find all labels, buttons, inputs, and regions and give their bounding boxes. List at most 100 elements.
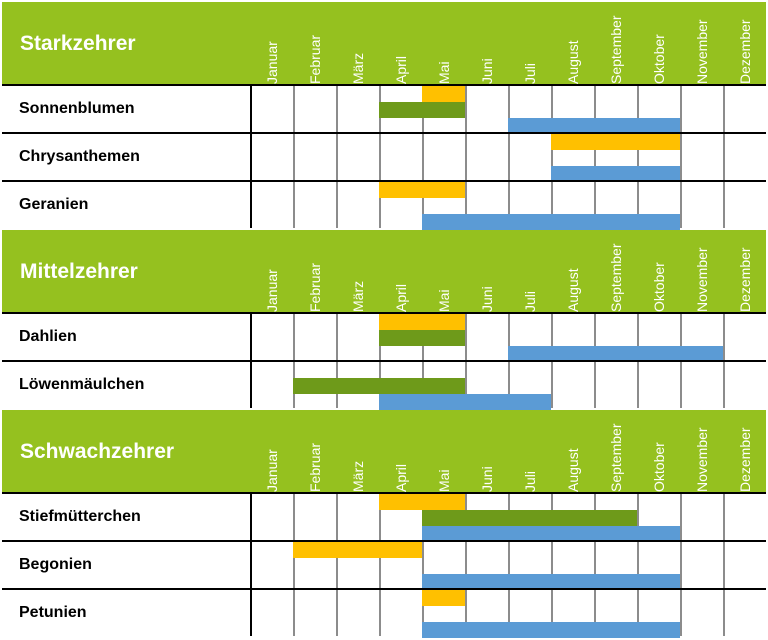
month-cell [637, 314, 680, 362]
orange-bar [594, 134, 637, 150]
month-cell [680, 86, 723, 132]
green-bar [422, 510, 465, 526]
month-cell [594, 542, 637, 590]
group-title: Schwachzehrer [20, 440, 175, 463]
month-cell [551, 590, 594, 638]
month-label: April [379, 228, 422, 312]
month-cell [594, 182, 637, 230]
green-bar [594, 510, 637, 526]
month-cell [680, 542, 723, 588]
month-cell [465, 134, 508, 180]
blue-bar [637, 214, 680, 230]
month-label: Dezember [723, 0, 766, 84]
month-label-text: Oktober [650, 262, 667, 312]
month-label: März [336, 228, 379, 312]
blue-bar [508, 346, 551, 362]
plant-name: Petunien [19, 604, 87, 621]
month-cell [379, 134, 422, 180]
month-cell [422, 314, 465, 360]
month-label-text: April [392, 55, 409, 84]
month-cell [723, 314, 768, 360]
blue-bar [637, 166, 680, 182]
month-label-text: Februar [306, 34, 323, 84]
month-label: Mai [422, 0, 465, 84]
month-cell [508, 86, 551, 134]
month-label: September [594, 408, 637, 492]
blue-bar [508, 394, 551, 410]
month-cell [594, 494, 637, 542]
plant-name: Chrysanthemen [19, 148, 140, 165]
month-cell [379, 86, 422, 132]
month-cell [336, 542, 379, 588]
month-cell [293, 590, 336, 636]
month-cell [250, 134, 293, 180]
month-cell [336, 86, 379, 132]
blue-bar [551, 574, 594, 590]
plant-name: Geranien [19, 196, 89, 213]
orange-bar [379, 494, 422, 510]
month-cell [680, 182, 723, 228]
month-label-text: August [564, 268, 581, 312]
month-cell [379, 590, 422, 636]
month-cell [594, 362, 637, 408]
green-bar [551, 510, 594, 526]
month-label: Februar [293, 228, 336, 312]
orange-bar [637, 134, 680, 150]
month-cell [422, 182, 465, 230]
month-label-text: März [349, 280, 366, 312]
month-cell [422, 494, 465, 542]
month-label: Dezember [723, 408, 766, 492]
month-label: April [379, 408, 422, 492]
blue-bar [508, 214, 551, 230]
month-cell [637, 542, 680, 590]
month-cell [465, 314, 508, 360]
blue-bar [680, 346, 723, 362]
month-label: Juli [508, 408, 551, 492]
month-label-text: Juni [478, 286, 495, 312]
month-cell [508, 314, 551, 362]
month-cell [422, 134, 465, 180]
month-label: September [594, 228, 637, 312]
month-cell [594, 86, 637, 134]
month-label: August [551, 408, 594, 492]
blue-bar [508, 118, 551, 134]
month-cell [680, 590, 723, 636]
green-bar [379, 378, 422, 394]
orange-bar [293, 542, 336, 558]
green-bar [379, 102, 422, 118]
month-label-text: Dezember [736, 247, 753, 312]
month-label-text: Juli [521, 290, 538, 312]
blue-bar [422, 526, 465, 542]
month-label-text: Juli [521, 470, 538, 492]
green-bar [422, 102, 465, 118]
month-label-text: Mai [435, 289, 452, 312]
month-label-text: September [607, 15, 624, 84]
month-cell [723, 134, 768, 180]
blue-bar [379, 394, 422, 410]
orange-bar [336, 542, 379, 558]
month-cell [379, 542, 422, 588]
month-cell [250, 590, 293, 636]
month-label: Oktober [637, 228, 680, 312]
month-label-text: Mai [435, 61, 452, 84]
month-label: Januar [250, 0, 293, 84]
month-cell [594, 590, 637, 638]
green-bar [422, 378, 465, 394]
month-label-text: August [564, 448, 581, 492]
green-bar [379, 330, 422, 346]
plant-row: Dahlien [2, 312, 766, 362]
month-label-text: Dezember [736, 427, 753, 492]
month-label: Januar [250, 228, 293, 312]
plant-row: Löwenmäulchen [2, 360, 766, 410]
blue-bar [508, 622, 551, 638]
month-label-text: April [392, 463, 409, 492]
blue-bar [422, 214, 465, 230]
month-label: Juli [508, 228, 551, 312]
month-label-text: Januar [263, 269, 280, 312]
month-label-text: Januar [263, 449, 280, 492]
orange-bar [422, 314, 465, 330]
month-cell [293, 134, 336, 180]
month-cell [723, 362, 768, 408]
month-cell [680, 494, 723, 540]
month-label-text: Juli [521, 62, 538, 84]
